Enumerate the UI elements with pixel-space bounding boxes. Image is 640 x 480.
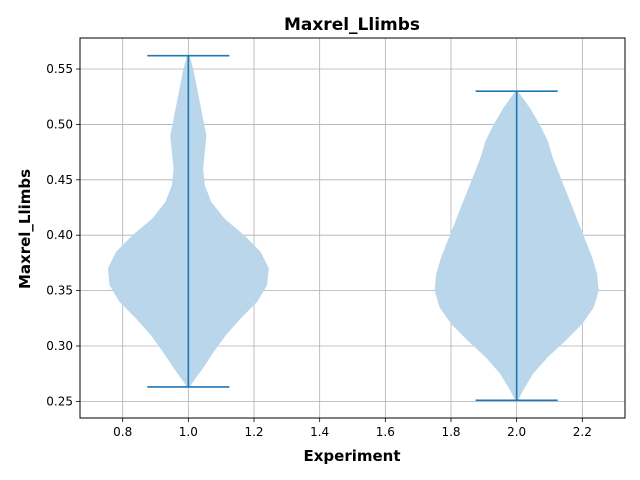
plot-frame [79,37,626,419]
chart-title: Maxrel_Llimbs [284,15,420,35]
x-axis-label: Experiment [303,447,400,465]
y-tick-label: 0.40 [46,228,73,242]
ticks: 0.8 1.0 1.2 1.4 1.6 1.8 2.0 2.2 0.25 0.30 0.35 0.40… [46,62,592,439]
y-tick-label: 0.35 [46,284,73,298]
x-tick-label: 0.8 [113,425,132,439]
y-tick-label: 0.50 [46,117,73,131]
violins [107,54,599,402]
y-tick-label: 0.25 [46,394,73,408]
x-tick-label: 1.8 [441,425,460,439]
x-tick-label: 1.6 [376,425,395,439]
x-tick-label: 1.0 [179,425,198,439]
y-tick-label: 0.45 [46,173,73,187]
x-tick-label: 2.0 [507,425,526,439]
y-tick-label: 0.55 [46,62,73,76]
y-tick-label: 0.30 [46,339,73,353]
x-tick-label: 1.4 [310,425,329,439]
x-tick-label: 1.2 [244,425,263,439]
x-tick-label: 2.2 [573,425,592,439]
y-axis-label: Maxrel_Llimbs [16,169,34,289]
